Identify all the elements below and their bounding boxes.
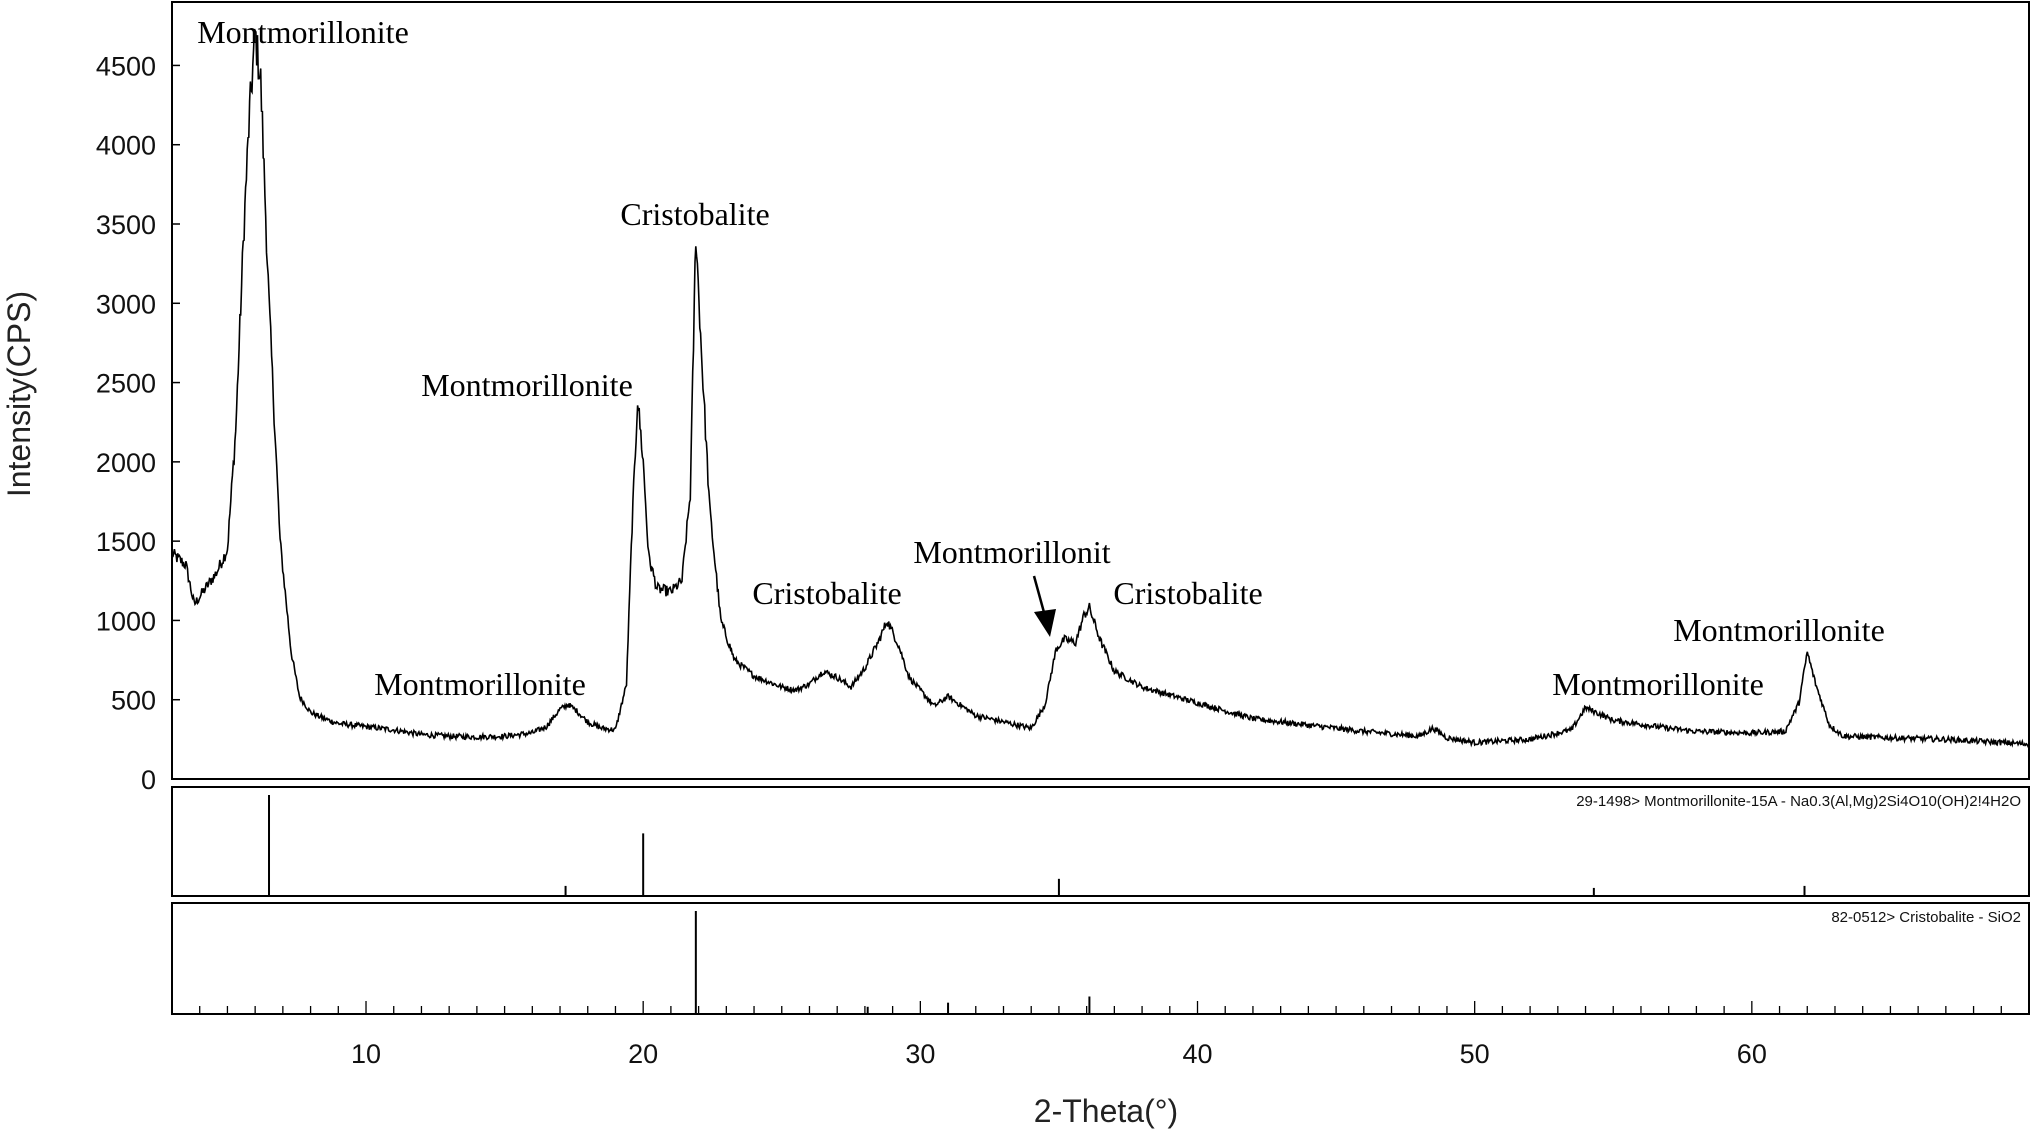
x-tick-label: 40 xyxy=(1182,1039,1212,1069)
y-tick-label: 3000 xyxy=(96,289,156,319)
main-plot-frame xyxy=(171,1,2030,780)
x-axis-label: 2-Theta(°) xyxy=(1034,1093,1178,1129)
peak-annotation: Montmorillonite xyxy=(197,14,409,50)
peak-annotation: Cristobalite xyxy=(752,575,901,611)
y-tick-label: 3500 xyxy=(96,210,156,240)
peak-annotation: Cristobalite xyxy=(620,196,769,232)
annotation-arrow xyxy=(1032,575,1047,617)
peak-annotation: Montmorillonite xyxy=(1552,666,1764,702)
x-axis: 10 20 30 40 50 60 xyxy=(199,1001,2002,1069)
reference-caption: 29-1498> Montmorillonite-15A - Na0.3(Al,… xyxy=(1576,793,2021,810)
reference-panel-cristobalite: 82-0512> Cristobalite - SiO2 xyxy=(171,902,2030,1015)
y-tick-label: 1000 xyxy=(96,606,156,636)
reference-panel-frame xyxy=(171,902,2030,1015)
peak-annotation: Montmorillonit xyxy=(913,534,1110,570)
y-axis-label: Intensity(CPS) xyxy=(1,291,37,497)
y-tick-label: 4500 xyxy=(96,51,156,81)
y-tick-label: 2500 xyxy=(96,369,156,399)
x-tick-label: 10 xyxy=(351,1039,381,1069)
main-plot-panel xyxy=(171,1,2030,780)
peak-annotation: Montmorillonite xyxy=(1673,612,1885,648)
reference-panel-montmorillonite: 29-1498> Montmorillonite-15A - Na0.3(Al,… xyxy=(171,786,2030,897)
peak-annotations: MontmorilloniteCristobaliteMontmorilloni… xyxy=(197,14,1885,702)
annotation-arrowhead xyxy=(1034,609,1056,637)
y-tick-label: 4000 xyxy=(96,131,156,161)
peak-annotation: Cristobalite xyxy=(1113,575,1262,611)
y-tick-label: 500 xyxy=(111,686,156,716)
x-tick-label: 20 xyxy=(628,1039,658,1069)
peak-annotation: Montmorillonite xyxy=(421,367,633,403)
reference-panel-frame xyxy=(171,786,2030,897)
y-tick-label: 0 xyxy=(141,765,156,795)
reference-caption: 82-0512> Cristobalite - SiO2 xyxy=(1831,909,2021,926)
x-tick-label: 60 xyxy=(1737,1039,1767,1069)
xrd-pattern-line xyxy=(171,28,2030,749)
x-tick-label: 50 xyxy=(1460,1039,1490,1069)
y-tick-label: 1500 xyxy=(96,527,156,557)
y-axis: 0 500 1000 1500 2000 2500 3000 3500 4000 4500 xyxy=(96,51,180,795)
y-tick-label: 2000 xyxy=(96,448,156,478)
x-tick-label: 30 xyxy=(905,1039,935,1069)
peak-annotation: Montmorillonite xyxy=(374,666,586,702)
